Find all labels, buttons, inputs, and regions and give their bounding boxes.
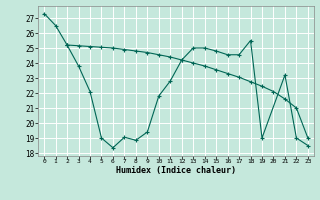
X-axis label: Humidex (Indice chaleur): Humidex (Indice chaleur)	[116, 166, 236, 175]
